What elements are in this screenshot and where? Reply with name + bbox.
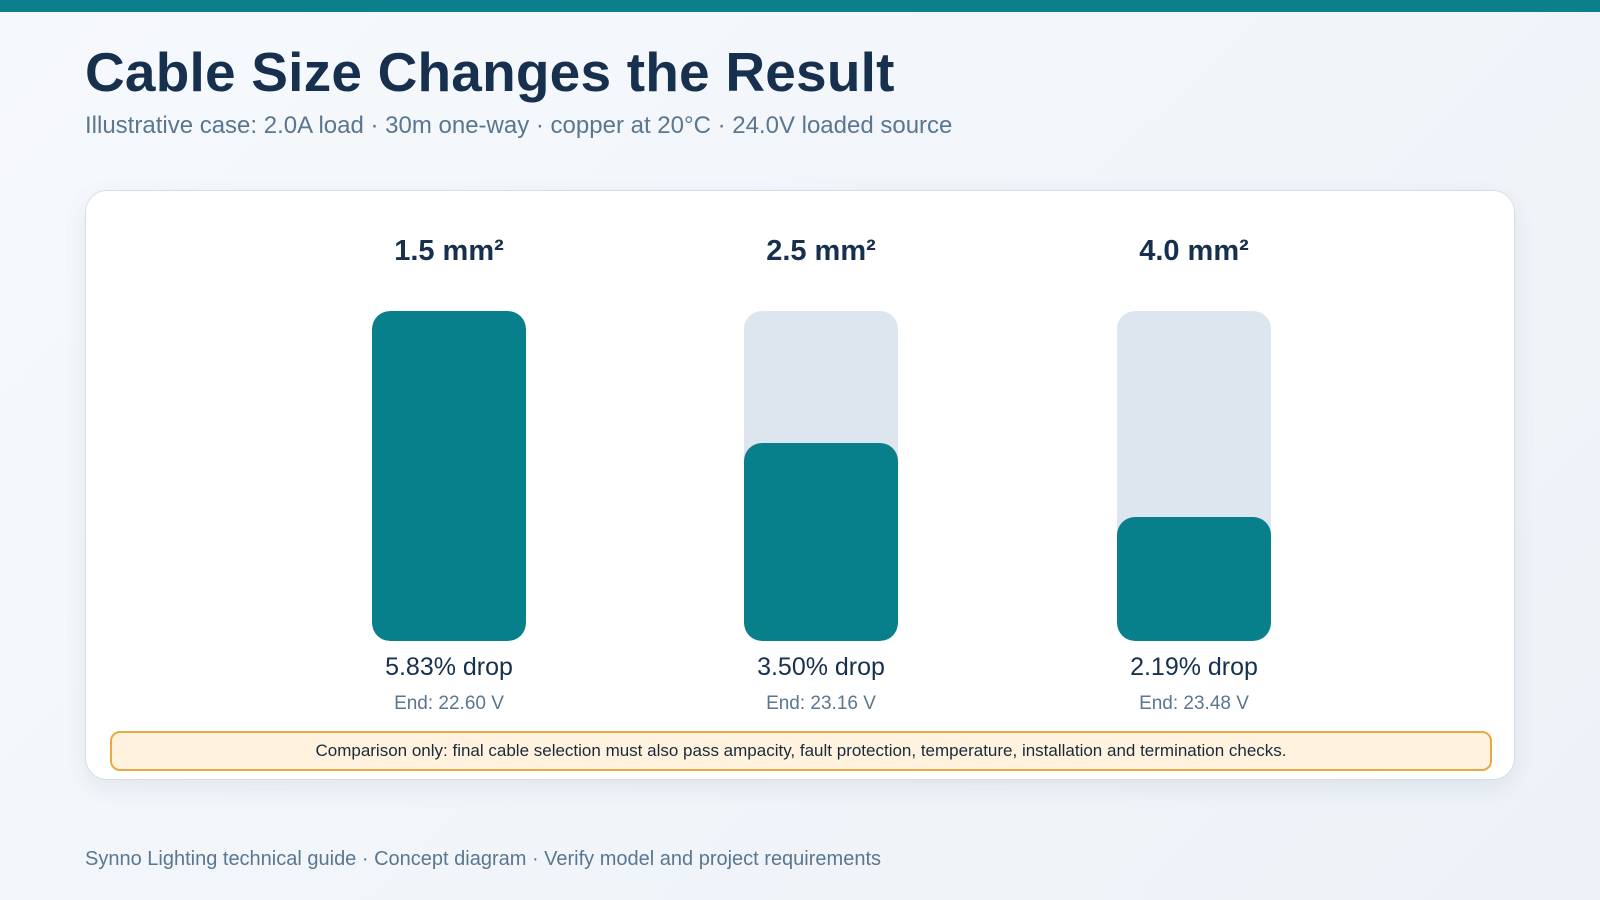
end-voltage-label: End: 23.48 V [1139, 693, 1249, 714]
bar-column-1: 1.5 mm² 5.83% drop End: 22.60 V [329, 191, 569, 731]
bar-track [1117, 311, 1271, 641]
value-label: 3.50% drop [757, 653, 885, 681]
bar [1117, 517, 1271, 641]
bar [744, 442, 898, 641]
bar-column-3: 4.0 mm² 2.19% drop End: 23.48 V [1074, 191, 1314, 731]
bar-column-2: 2.5 mm² 3.50% drop End: 23.16 V [701, 191, 941, 731]
category-label: 2.5 mm² [766, 235, 876, 267]
end-voltage-label: End: 23.16 V [766, 693, 876, 714]
page-subtitle: Illustrative case: 2.0A load · 30m one-w… [85, 112, 953, 139]
bar [372, 311, 526, 641]
chart-card: 1.5 mm² 5.83% drop End: 22.60 V 2.5 mm² … [85, 190, 1515, 780]
category-label: 1.5 mm² [394, 235, 504, 267]
value-label: 2.19% drop [1130, 653, 1258, 681]
page-title: Cable Size Changes the Result [85, 41, 895, 103]
end-voltage-label: End: 22.60 V [394, 693, 504, 714]
footer-text: Synno Lighting technical guide · Concept… [85, 848, 881, 870]
top-accent-bar [0, 0, 1600, 12]
category-label: 4.0 mm² [1139, 235, 1249, 267]
bar-track [372, 311, 526, 641]
bar-track [744, 311, 898, 641]
value-label: 5.83% drop [385, 653, 513, 681]
disclaimer-note: Comparison only: final cable selection m… [110, 731, 1492, 771]
